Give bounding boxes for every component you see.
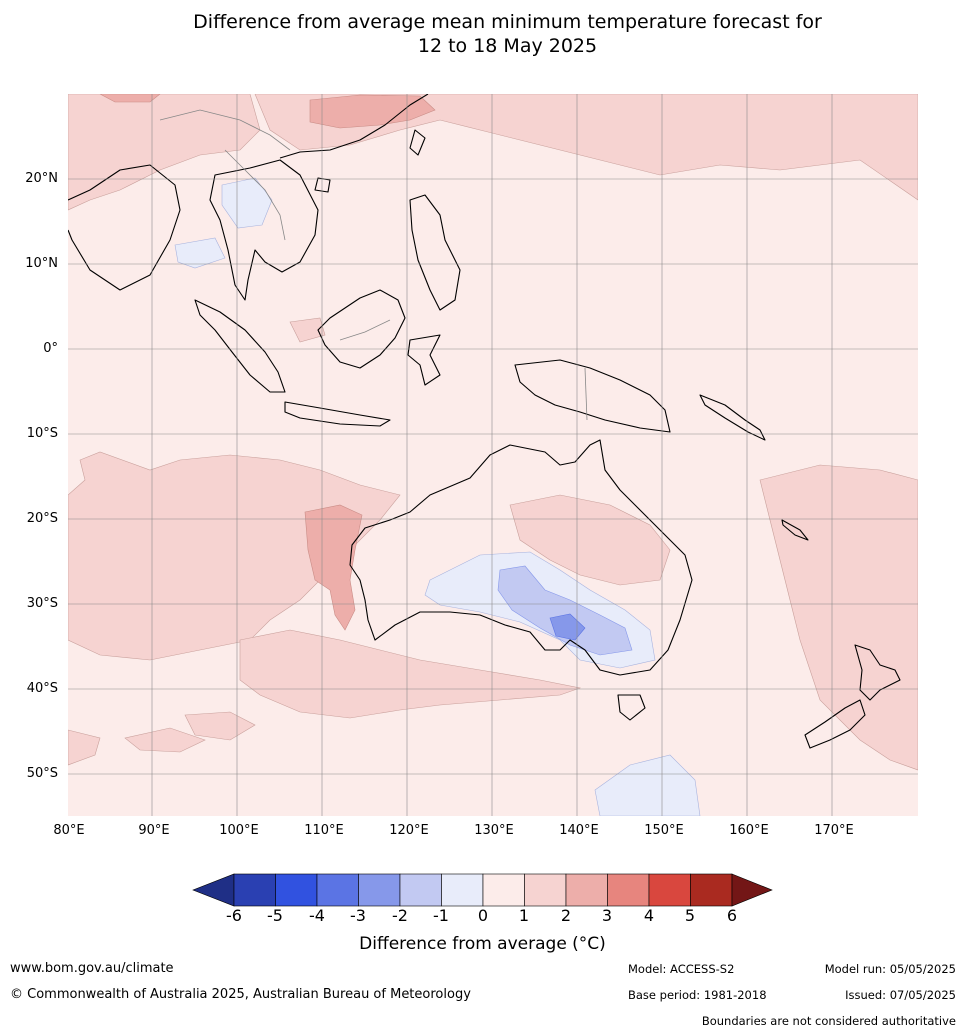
anomaly-1-2-inland-australia <box>509 494 671 586</box>
graticule <box>68 94 918 816</box>
lon-label-170e: 170°E <box>814 823 854 838</box>
colorbar-swatch <box>399 873 442 907</box>
coast-china <box>279 94 429 159</box>
colorbar-swatch <box>565 873 608 907</box>
colorbar-tick: -6 <box>226 906 242 925</box>
anomaly-1-2-tasman-sea <box>759 464 918 771</box>
coast-india <box>68 164 181 291</box>
lat-label-10s: 10°S <box>26 426 58 441</box>
coast-sumatra <box>194 299 286 393</box>
lat-label-0: 0° <box>43 341 58 356</box>
coast-hainan <box>314 177 331 193</box>
lon-label-160e: 160°E <box>729 823 769 838</box>
colorbar-tick: -3 <box>350 906 366 925</box>
lat-label-30s: 30°S <box>26 596 58 611</box>
lon-label-100e: 100°E <box>219 823 259 838</box>
boundary-china-south <box>159 109 291 151</box>
coast-taiwan <box>409 129 426 156</box>
model-text: Model: ACCESS-S2 <box>628 962 735 976</box>
lat-label-20s: 20°S <box>26 511 58 526</box>
anomaly-1-2-borneo <box>289 317 326 343</box>
lon-label-110e: 110°E <box>304 823 344 838</box>
colorbar-tick: 0 <box>477 906 489 925</box>
colorbar-tick: 6 <box>726 906 738 925</box>
colorbar-tick: -4 <box>309 906 325 925</box>
boundary-png-indonesia <box>584 367 588 421</box>
colorbar-label: Difference from average (°C) <box>359 934 606 954</box>
coast-new-zealand-south <box>804 699 866 749</box>
anomaly-2-3-west-australia <box>304 504 363 631</box>
colorbar-tick: 2 <box>560 906 572 925</box>
anomaly-minus-2-minus-1 <box>497 565 633 656</box>
anomaly-2-3-himalaya <box>99 94 161 103</box>
website-link[interactable]: www.bom.gov.au/climate <box>10 961 174 976</box>
colorbar-swatch <box>607 873 650 907</box>
anomaly-minus-1-0-andaman <box>174 237 226 269</box>
anomaly-0-to-1-background <box>68 94 918 816</box>
coast-indochina <box>209 159 319 301</box>
colorbar-extend-high <box>731 873 773 907</box>
anomaly-2-3-china <box>309 94 436 129</box>
title-line-2: 12 to 18 May 2025 <box>417 35 598 57</box>
lat-label-50s: 50°S <box>26 766 58 781</box>
lon-label-120e: 120°E <box>389 823 429 838</box>
disclaimer-text: Boundaries are not considered authoritat… <box>701 1014 956 1028</box>
coast-australia <box>349 439 693 676</box>
colorbar-swatch <box>358 873 401 907</box>
anomaly-minus-1-0-southern-ocean <box>594 754 701 816</box>
lon-label-150e: 150°E <box>644 823 684 838</box>
colorbar-extend-low <box>192 873 235 907</box>
coast-sulawesi <box>407 334 441 386</box>
colorbar-swatch <box>524 873 567 907</box>
anomaly-1-2-indochina <box>68 94 261 211</box>
issued-text: Issued: 07/05/2025 <box>845 988 956 1002</box>
colorbar-tick: -1 <box>433 906 449 925</box>
anomaly-1-2-south-west <box>68 729 101 766</box>
lon-label-80e: 80°E <box>53 823 85 838</box>
colorbar-swatch <box>275 873 318 907</box>
anomaly-minus-1-0-thailand <box>221 177 273 229</box>
colorbar-tick: 3 <box>601 906 613 925</box>
lon-label-90e: 90°E <box>138 823 170 838</box>
anomaly-1-2-southern-ocean <box>239 629 582 719</box>
colorbar-tick: -5 <box>267 906 283 925</box>
anomaly-1-2-indian-ocean <box>68 451 401 661</box>
anomaly-1-2-south-patch-2 <box>184 711 256 741</box>
colorbar-swatch <box>482 873 525 907</box>
coast-new-caledonia <box>781 519 809 541</box>
lat-label-20n: 20°N <box>25 171 58 186</box>
coast-java <box>284 401 391 427</box>
colorbar-swatch <box>233 873 276 907</box>
lon-label-140e: 140°E <box>559 823 599 838</box>
anomaly-minus-3-minus-2 <box>549 613 586 641</box>
lat-label-40s: 40°S <box>26 681 58 696</box>
anomaly-1-2-south-patch <box>124 727 206 753</box>
coast-borneo <box>317 289 406 369</box>
colorbar-swatch <box>316 873 359 907</box>
boundary-borneo <box>339 319 391 341</box>
colorbar-tick: 5 <box>684 906 696 925</box>
lon-label-130e: 130°E <box>474 823 514 838</box>
colorbar-tick: 1 <box>518 906 530 925</box>
anomaly-1-2-north-pacific <box>254 94 918 201</box>
coast-new-zealand-north <box>854 644 901 701</box>
base-period-text: Base period: 1981-2018 <box>628 988 767 1002</box>
colorbar <box>192 873 773 907</box>
copyright-text: © Commonwealth of Australia 2025, Austra… <box>10 987 471 1002</box>
model-run-text: Model run: 05/05/2025 <box>824 962 956 976</box>
boundary-indochina <box>224 149 286 241</box>
coast-tasmania <box>617 694 646 721</box>
coast-new-guinea <box>514 359 671 433</box>
coast-philippines <box>409 194 461 311</box>
colorbar-tick: -2 <box>392 906 408 925</box>
colorbar-swatch <box>690 873 733 907</box>
colorbar-swatch <box>441 873 484 907</box>
coast-solomon-islands <box>699 394 766 441</box>
map-title: Difference from average mean minimum tem… <box>0 10 965 58</box>
colorbar-swatch <box>648 873 691 907</box>
colorbar-tick: 4 <box>643 906 655 925</box>
title-line-1: Difference from average mean minimum tem… <box>193 11 822 33</box>
lat-label-10n: 10°N <box>25 256 58 271</box>
